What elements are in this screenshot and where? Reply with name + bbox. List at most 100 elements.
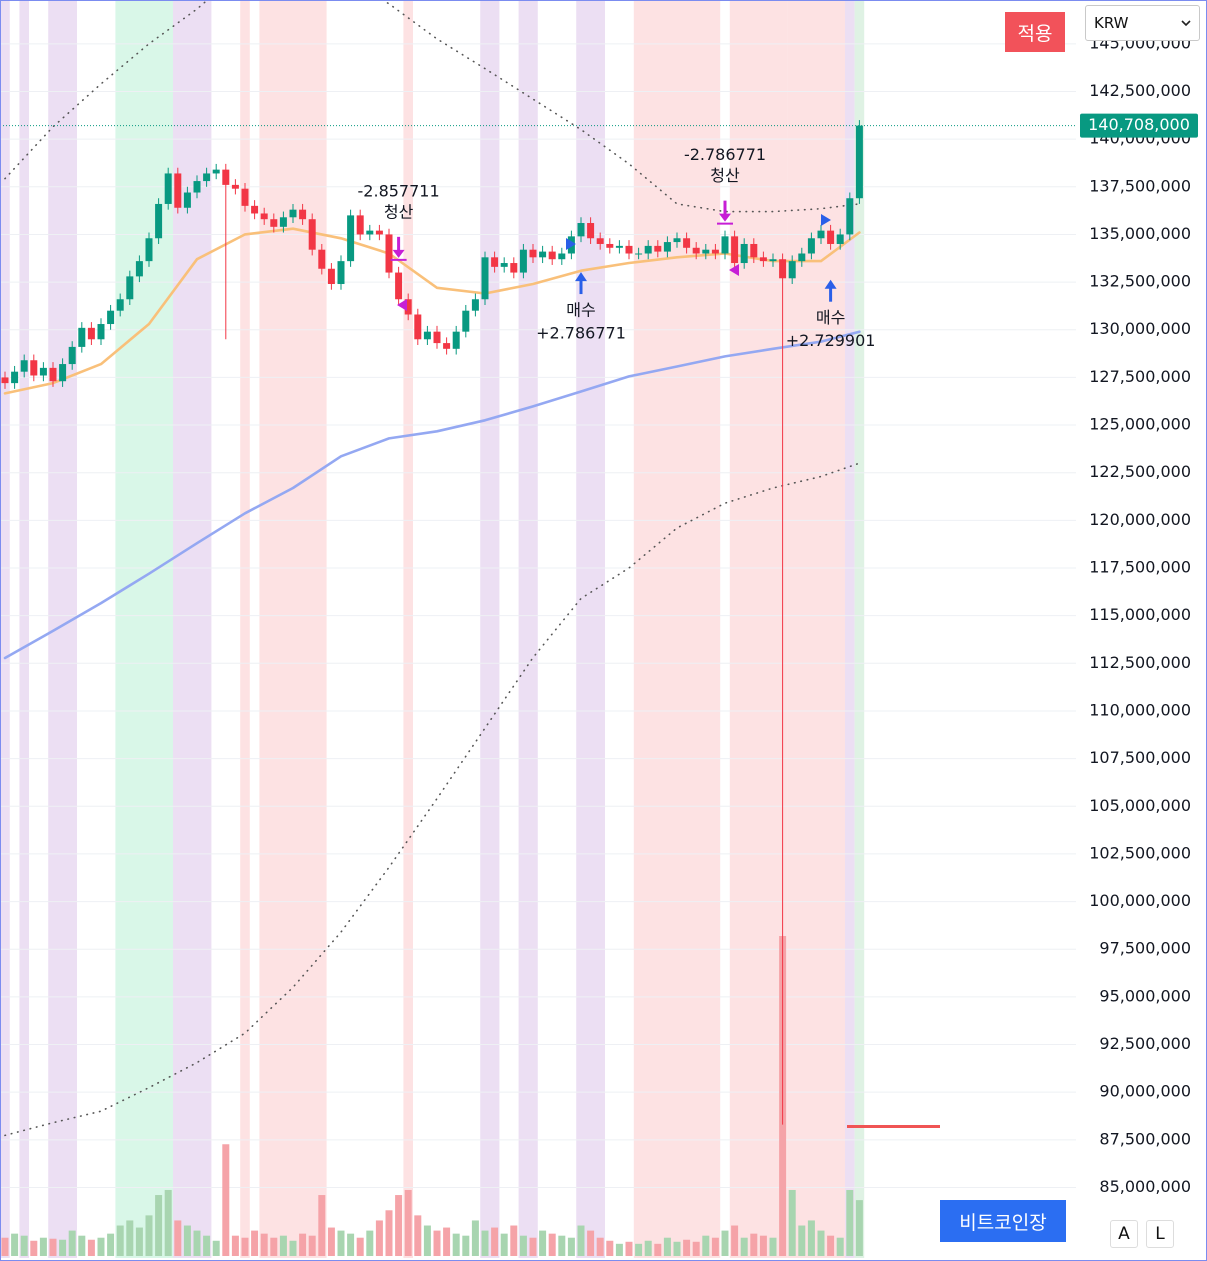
candle-body [116, 299, 124, 311]
y-tick-label: 92,500,000 [1099, 1034, 1191, 1053]
volume-bar [299, 1233, 307, 1256]
candle-body [519, 249, 527, 273]
y-tick-label: 125,000,000 [1089, 415, 1191, 434]
volume-bar [327, 1227, 335, 1256]
y-tick-label: 130,000,000 [1089, 319, 1191, 338]
signal-region [518, 0, 538, 1258]
volume-bar [366, 1230, 374, 1256]
candle-body [452, 331, 460, 349]
chevron [1181, 19, 1191, 26]
candle-body [375, 230, 383, 235]
candle-body [327, 268, 335, 285]
volume-bar [711, 1237, 719, 1256]
candle-body [673, 238, 681, 243]
candle-body [59, 364, 67, 382]
signal-amount: -2.857711 [358, 181, 440, 200]
y-tick-label: 85,000,000 [1099, 1177, 1191, 1196]
signal-region [173, 0, 212, 1258]
volume-bar [491, 1227, 499, 1256]
y-tick-label: 105,000,000 [1089, 796, 1191, 815]
candle-body [779, 259, 787, 279]
volume-bar [740, 1237, 748, 1256]
volume-bar [683, 1239, 691, 1256]
signal-label: 청산 [384, 202, 414, 221]
volume-bar [183, 1225, 191, 1256]
signal-region [48, 0, 77, 1258]
signal-amount: +2.786771 [536, 324, 626, 343]
candle-body [231, 184, 239, 189]
candle-body [817, 230, 825, 239]
signal-region [115, 0, 173, 1258]
candle-body [596, 238, 604, 244]
candle-body [308, 219, 316, 250]
volume-bar [260, 1233, 268, 1256]
buy-signal: 매수 +2.786771 [536, 272, 626, 343]
currency-select[interactable]: KRW [1085, 5, 1200, 41]
candle-body [87, 327, 95, 340]
signal-region [854, 0, 865, 1258]
volume-bar [231, 1235, 239, 1256]
volume-bar [567, 1237, 575, 1256]
candle-body [702, 249, 710, 254]
candle-body [20, 360, 28, 372]
volume-bar [11, 1233, 19, 1256]
signal-label: 매수 [816, 308, 845, 327]
volume-bar [692, 1241, 700, 1256]
candle-body [174, 173, 182, 208]
apply-button[interactable]: 적용 [1005, 12, 1065, 52]
volume-bar [539, 1230, 547, 1256]
volume-bar [615, 1243, 623, 1256]
y-tick-label: 87,500,000 [1099, 1129, 1191, 1148]
candle-body [491, 257, 499, 267]
candle-body [462, 310, 470, 332]
volume-bar [625, 1241, 633, 1256]
volume-bar [1, 1237, 9, 1256]
signal-arrow-head [824, 279, 837, 289]
candle-body [78, 327, 86, 347]
volume-bar [433, 1230, 441, 1256]
exit-marker [397, 299, 407, 311]
volume-bar [529, 1237, 537, 1256]
candle-body [155, 203, 163, 239]
volume-bar [20, 1235, 28, 1256]
volume-bar [798, 1225, 806, 1256]
volume-bar [481, 1230, 489, 1256]
sell-signal: -2.857711 청산 [358, 181, 440, 261]
candle-body [318, 249, 326, 269]
volume-bar [558, 1235, 566, 1256]
candle-body [481, 257, 489, 300]
volume-bar [385, 1210, 393, 1256]
auto-scale-button[interactable]: A [1110, 1220, 1138, 1248]
volume-bar [174, 1220, 182, 1256]
exit-marker [729, 264, 739, 276]
volume-bar [68, 1230, 76, 1256]
volume-bar [654, 1243, 662, 1256]
volume-bar [510, 1225, 518, 1256]
candle-body [721, 236, 729, 254]
log-scale-button[interactable]: L [1146, 1220, 1174, 1248]
volume-bar [308, 1235, 316, 1256]
signal-region [480, 0, 500, 1258]
candle-body [385, 234, 393, 273]
candle-body [663, 242, 671, 252]
y-tick-label: 142,500,000 [1089, 81, 1191, 100]
price-axis: 85,000,000 87,500,000 90,000,000 92,500,000… [1089, 33, 1191, 1196]
y-tick-label: 127,500,000 [1089, 367, 1191, 386]
volume-bar [395, 1195, 403, 1256]
volume-bar [731, 1225, 739, 1256]
candle-body [798, 253, 806, 262]
candle-body [711, 249, 719, 254]
y-tick-label: 122,500,000 [1089, 462, 1191, 481]
volume-bar [759, 1235, 767, 1256]
market-button[interactable]: 비트코인장 [940, 1200, 1066, 1242]
volume-bar [87, 1239, 95, 1256]
candle-body [11, 371, 19, 384]
volume-bar [404, 1189, 412, 1256]
volume-bar [270, 1237, 278, 1256]
candle-body [644, 245, 652, 254]
volume-bar [519, 1235, 527, 1256]
y-tick-label: 132,500,000 [1089, 272, 1191, 291]
y-tick-label: 102,500,000 [1089, 843, 1191, 862]
signal-region [576, 0, 605, 1258]
